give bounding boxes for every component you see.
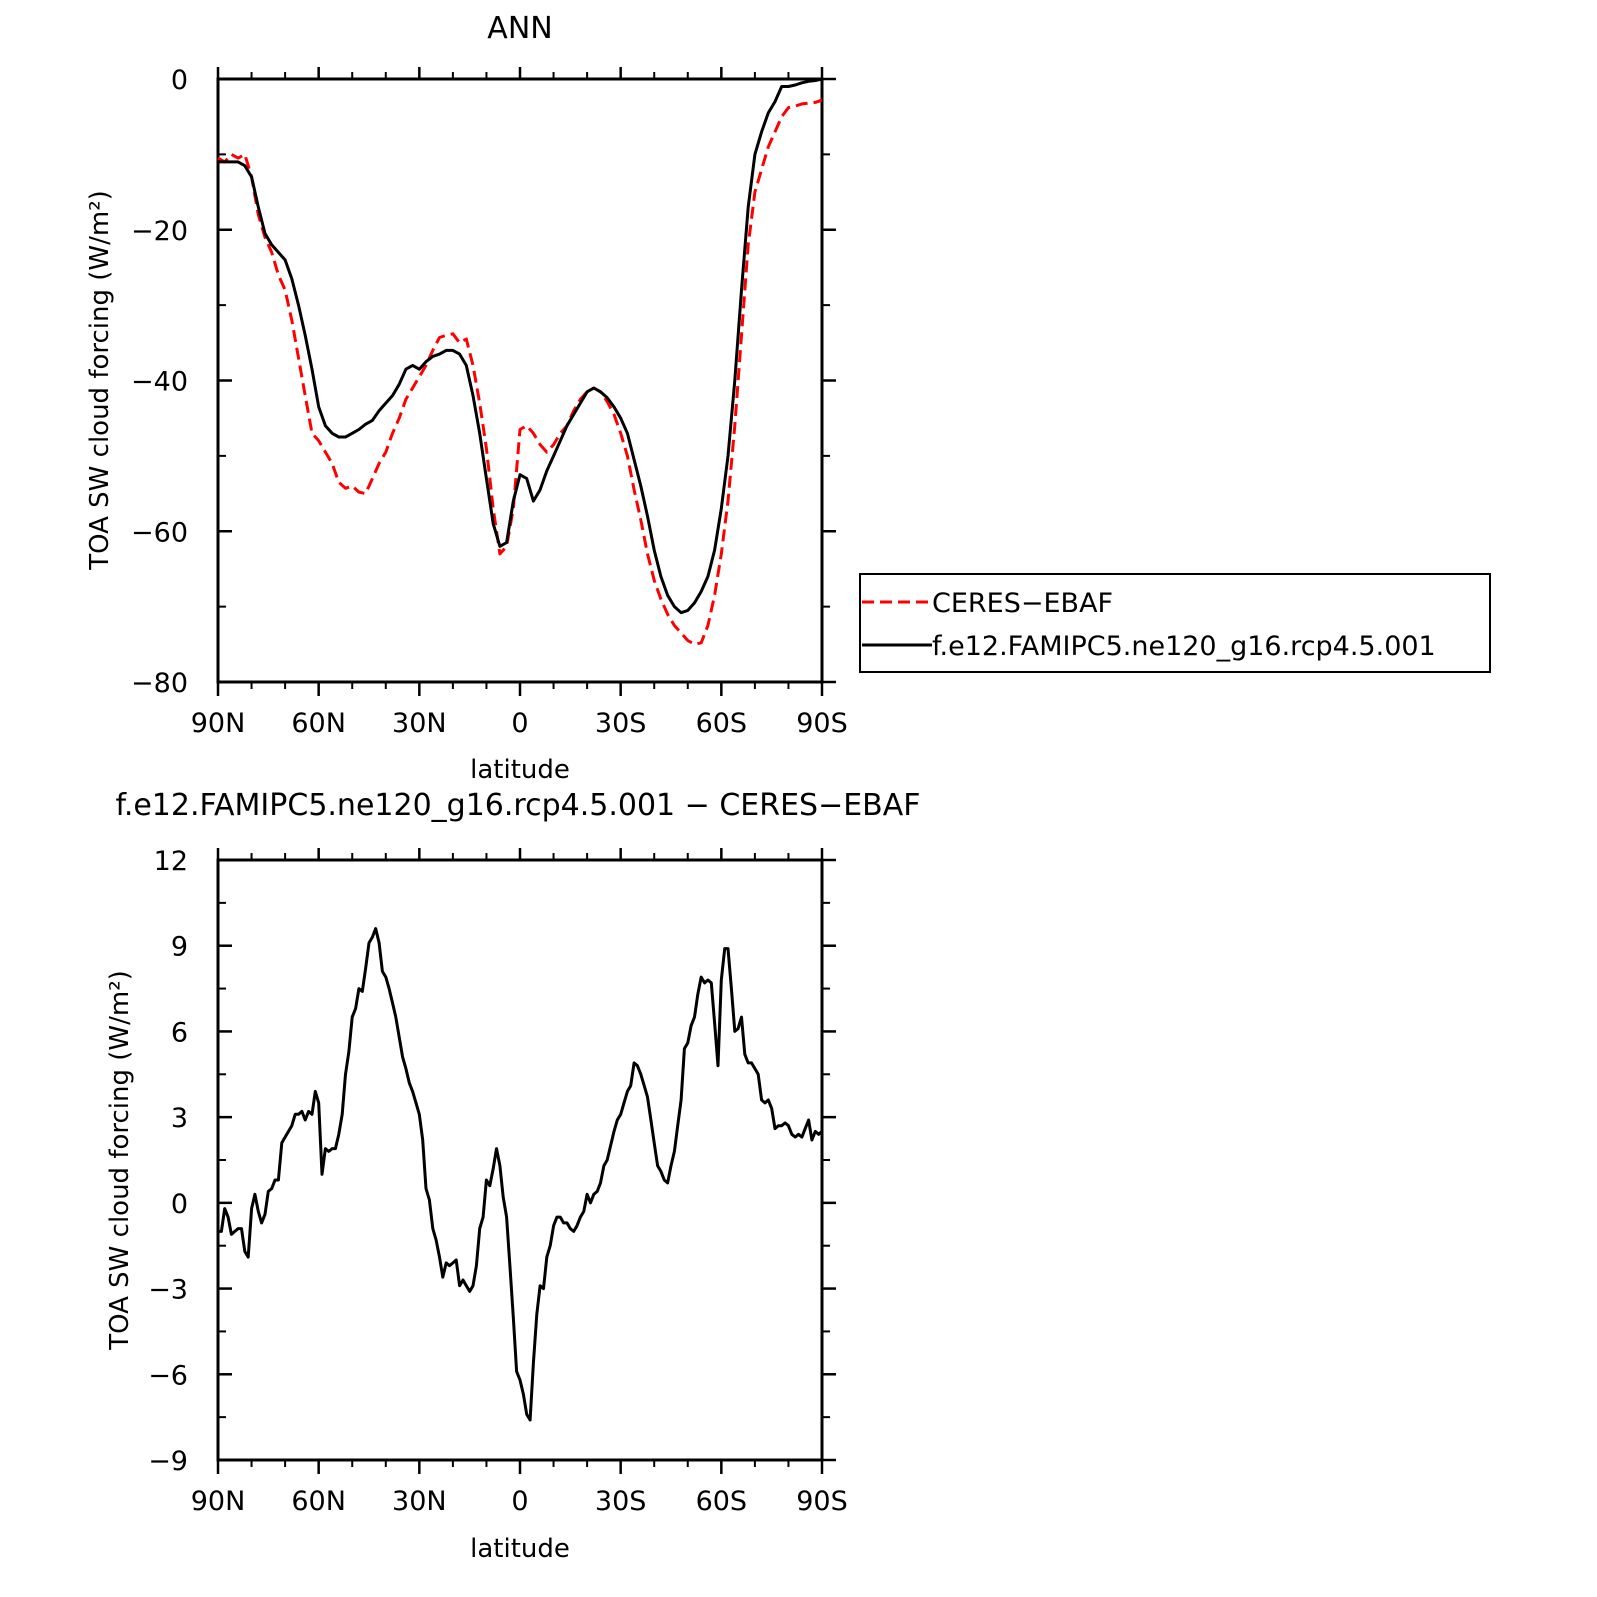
- top-chart-y-tick-label: −80: [131, 668, 188, 699]
- top-chart-x-tick-label: 30N: [392, 708, 447, 739]
- top-chart-x-axis-label: latitude: [470, 755, 570, 785]
- top-chart-x-tick-label: 60S: [696, 708, 748, 739]
- top-chart-y-tick-label: −60: [131, 517, 188, 548]
- bottom-chart-y-axis-label: TOA SW cloud forcing (W/m²): [105, 970, 135, 1351]
- top-chart-x-axis: 90N 60N 30N 0 30S 60S 90S: [191, 67, 848, 739]
- bottom-chart-y-tick-label: 9: [171, 932, 188, 963]
- bottom-chart-x-tick-label: 30S: [595, 1486, 647, 1517]
- top-chart-y-tick-label: −20: [131, 216, 188, 247]
- top-chart-y-axis-label: TOA SW cloud forcing (W/m²): [85, 190, 115, 571]
- bottom-chart-y-tick-label: 3: [171, 1103, 188, 1134]
- bottom-chart-x-axis-label: latitude: [470, 1534, 570, 1564]
- bottom-chart-y-tick-label: −3: [148, 1275, 188, 1306]
- bottom-chart-series-lines: [218, 927, 823, 1422]
- bottom-chart-x-tick-label: 60N: [291, 1486, 346, 1517]
- top-chart-x-tick-label: 90N: [191, 708, 246, 739]
- bottom-chart-x-tick-label: 90N: [191, 1486, 246, 1517]
- bottom-chart-x-tick-label: 90S: [796, 1486, 848, 1517]
- legend: CERES−EBAF f.e12.FAMIPC5.ne120_g16.rcp4.…: [859, 573, 1491, 673]
- bottom-chart-x-axis: 90N 60N 30N 0 30S 60S 90S: [191, 848, 848, 1517]
- legend-box: [859, 573, 1491, 673]
- top-chart-x-tick-label: 90S: [796, 708, 848, 739]
- bottom-chart-x-tick-label: 0: [511, 1486, 528, 1517]
- top-chart-x-tick-label: 30S: [595, 708, 647, 739]
- top-chart-y-tick-label: 0: [171, 65, 188, 96]
- legend-label-model: f.e12.FAMIPC5.ne120_g16.rcp4.5.001: [932, 631, 1436, 662]
- bottom-chart: f.e12.FAMIPC5.ne120_g16.rcp4.5.001 − CER…: [105, 788, 921, 1564]
- bottom-chart-y-tick-label: 12: [154, 846, 188, 877]
- bottom-chart-y-axis: 12 9 6 3 0 −3 −6 −9: [148, 846, 836, 1477]
- top-chart-x-tick-label: 0: [511, 708, 528, 739]
- bottom-chart-y-tick-label: −9: [148, 1446, 188, 1477]
- bottom-chart-x-tick-label: 30N: [392, 1486, 447, 1517]
- top-chart-series-line-0: [217, 98, 823, 646]
- top-chart-y-tick-label: −40: [131, 367, 188, 398]
- top-chart-title: ANN: [487, 11, 552, 46]
- top-chart-series-line-1: [218, 77, 823, 615]
- top-chart-plot-frame: [216, 77, 824, 684]
- top-chart-series-lines: [217, 77, 823, 646]
- top-chart-y-axis: 0 −20 −40 −60 −80: [131, 65, 836, 699]
- bottom-chart-series-line-0: [218, 927, 823, 1422]
- top-chart: ANN 0 −20 −40 −60 −80 90N 60N 30N 0 30S 60S 90S la…: [85, 11, 1491, 785]
- bottom-chart-y-tick-label: 6: [171, 1017, 188, 1048]
- bottom-chart-title: f.e12.FAMIPC5.ne120_g16.rcp4.5.001 − CER…: [115, 788, 920, 823]
- bottom-chart-y-tick-label: −6: [148, 1360, 188, 1391]
- top-chart-x-tick-label: 60N: [291, 708, 346, 739]
- bottom-chart-x-tick-label: 60S: [696, 1486, 748, 1517]
- legend-label-ceres: CERES−EBAF: [932, 588, 1113, 619]
- bottom-chart-y-tick-label: 0: [171, 1189, 188, 1220]
- bottom-chart-plot-frame: [216, 858, 824, 1462]
